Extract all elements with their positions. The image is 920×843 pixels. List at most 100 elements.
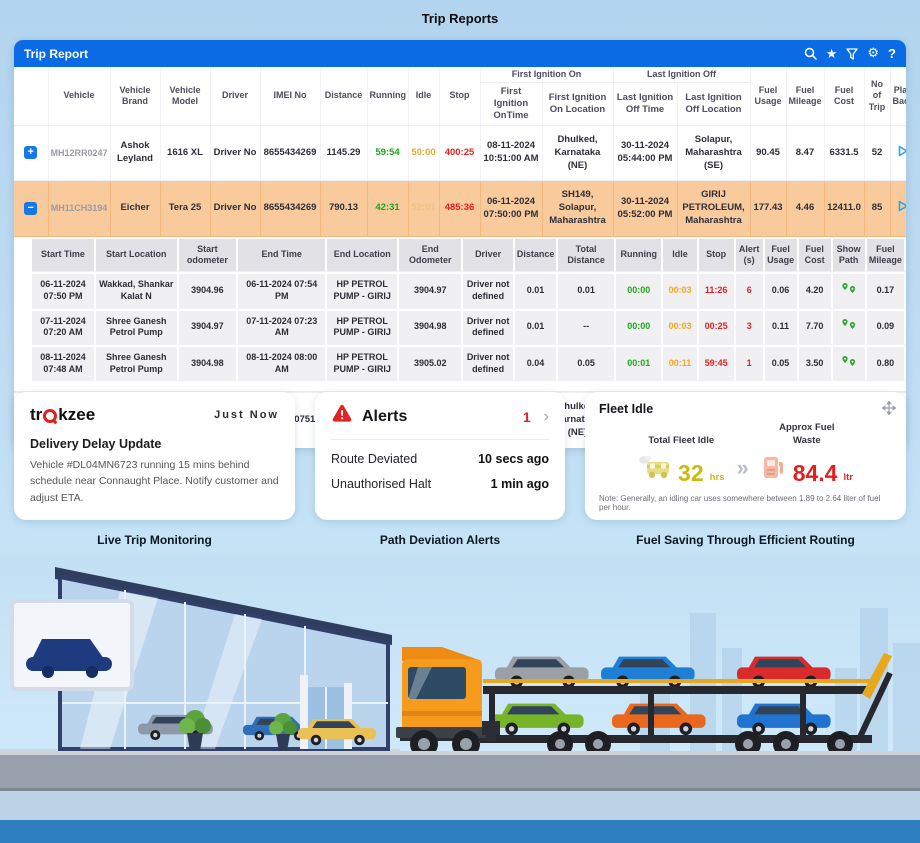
vehicle-plate: MH12RR0247 xyxy=(48,125,111,182)
cell-driver: Driver No xyxy=(210,180,261,237)
notification-body: Vehicle #DL04MN6723 running 15 mins behi… xyxy=(30,459,279,504)
cell-li-time: 30-11-2024 05:52:00 PM xyxy=(613,180,678,237)
show-path-icon[interactable] xyxy=(841,319,857,334)
cell-running: 59:54 xyxy=(367,125,409,182)
cell-idle: 50:00 xyxy=(408,125,440,182)
approx-fuel-waste-label: Approx Fuel Waste xyxy=(779,422,835,446)
col-fuel-cost: Fuel Cost xyxy=(824,67,865,126)
feature-cards: tr kzee Just Now Delivery Delay Update Ve… xyxy=(14,392,906,520)
road-edge xyxy=(0,788,920,791)
trip-row: 07-11-2024 07:20 AM Shree Ganesh Petrol … xyxy=(32,310,906,345)
fleet-idle-title: Fleet Idle xyxy=(599,402,654,416)
potted-plant xyxy=(179,710,211,751)
cell-idle: 52:01 xyxy=(408,180,440,237)
show-path-icon[interactable] xyxy=(841,283,857,298)
expand-row-button[interactable]: + xyxy=(24,146,38,160)
caption-fuel-saving: Fuel Saving Through Efficient Routing xyxy=(636,533,855,547)
footer-bar xyxy=(0,820,920,843)
trip-row: 08-11-2024 07:48 AM Shree Ganesh Petrol … xyxy=(32,347,906,382)
cell-fuel-cost: 6331.5 xyxy=(824,125,865,182)
subcol-end-time: End Time xyxy=(238,238,328,273)
gear-icon[interactable]: ⚙ xyxy=(867,46,880,61)
table-row-expanded: − MH11CH3194 Eicher Tera 25 Driver No 86… xyxy=(14,180,906,237)
table-subheader-row: First Ignition OnTime First Ignition On … xyxy=(14,82,906,126)
panel-title: Trip Report xyxy=(24,46,89,61)
alert-time: 10 secs ago xyxy=(478,452,549,466)
subcol-stop: Stop xyxy=(698,238,736,273)
show-path-icon[interactable] xyxy=(841,355,857,371)
cell-trips: 52 xyxy=(864,125,891,182)
col-idle: Idle xyxy=(408,67,440,126)
cell-stop: 485:36 xyxy=(439,180,481,237)
col-vehicle: Vehicle xyxy=(48,67,111,126)
divider xyxy=(331,439,549,440)
cell-li-time: 30-11-2024 05:44:00 PM xyxy=(613,125,678,182)
approx-fuel-waste-unit: ltr xyxy=(843,471,853,483)
subcol-start-location: Start Location xyxy=(95,238,179,273)
caption-path-deviation-alerts: Path Deviation Alerts xyxy=(379,533,501,547)
cell-running: 42:31 xyxy=(367,180,409,237)
subcol-driver: Driver xyxy=(463,238,515,273)
collapse-row-button[interactable]: − xyxy=(24,201,38,215)
trip-detail-row: Start Time Start Location Start odometer… xyxy=(14,236,906,394)
subcol-fuel-usage: Fuel Usage xyxy=(764,238,799,273)
col-model: Vehicle Model xyxy=(160,67,211,126)
alert-item[interactable]: Route Deviated 10 secs ago xyxy=(331,452,549,466)
cell-distance: 1145.29 xyxy=(320,125,368,182)
panel-header: Trip Report ★ ⚙ ? xyxy=(14,40,906,67)
notification-time: Just Now xyxy=(214,409,279,421)
subcol-fuel-mileage: Fuel Mileage xyxy=(866,238,906,273)
warning-icon xyxy=(331,404,353,429)
page-title: Trip Reports xyxy=(421,11,499,26)
caption-live-trip-monitoring: Live Trip Monitoring xyxy=(97,533,212,547)
trip-row: 06-11-2024 07:50 PM Wakkad, Shankar Kala… xyxy=(32,274,906,309)
subcol-show-path: Show Path xyxy=(832,238,867,273)
cell-fi-loc: SH149, Solapur, Maharashtra xyxy=(542,180,614,237)
alert-item[interactable]: Unauthorised Halt 1 min ago xyxy=(331,477,549,491)
col-stop: Stop xyxy=(439,67,481,126)
cell-fi-time: 08-11-2024 10:51:00 AM xyxy=(480,125,543,182)
col-fuel-usage: Fuel Usage xyxy=(750,67,787,126)
feature-captions: Live Trip Monitoring Path Deviation Aler… xyxy=(14,533,906,547)
trip-detail-subtable-wrap: Start Time Start Location Start odometer… xyxy=(14,236,906,393)
trip-report-table: Vehicle Vehicle Brand Vehicle Model Driv… xyxy=(14,67,906,448)
fleet-illustration xyxy=(0,553,920,843)
approx-fuel-waste-value: 84.4 xyxy=(792,459,838,486)
trakzee-logo: tr kzee xyxy=(30,405,96,424)
cell-imei: 8655434269 xyxy=(260,180,321,237)
trailer-wheels xyxy=(547,731,853,757)
alert-label: Route Deviated xyxy=(331,452,418,466)
alert-label: Unauthorised Halt xyxy=(331,477,432,491)
col-group-first-ignition-on: First Ignition On xyxy=(480,67,614,84)
cell-li-loc: Solapur, Maharashtra (SE) xyxy=(677,125,751,182)
chevron-right-icon[interactable]: › xyxy=(543,407,549,425)
alert-time: 1 min ago xyxy=(490,477,549,491)
table-row: + MH12RR0247 Ashok Leyland 1616 XL Drive… xyxy=(14,125,906,182)
help-icon[interactable]: ? xyxy=(888,46,896,61)
search-icon[interactable] xyxy=(804,47,817,60)
alerts-card[interactable]: Alerts 1 › Route Deviated 10 secs ago Un… xyxy=(315,392,565,520)
col-imei: IMEI No xyxy=(260,67,321,126)
subcol-start-odometer: Start odometer xyxy=(178,238,239,273)
subtable-header-row: Start Time Start Location Start odometer… xyxy=(32,238,906,273)
curb xyxy=(0,751,920,755)
notification-card: tr kzee Just Now Delivery Delay Update Ve… xyxy=(14,392,295,520)
col-brand: Vehicle Brand xyxy=(110,67,161,126)
cell-model: Tera 25 xyxy=(160,180,211,237)
play-back-button[interactable] xyxy=(896,199,906,218)
potted-plant xyxy=(269,713,297,751)
col-driver: Driver xyxy=(210,67,261,126)
subcol-end-location: End Location xyxy=(327,238,400,273)
filter-icon[interactable] xyxy=(846,47,859,60)
col-first-ignition-ontime: First Ignition OnTime xyxy=(480,82,543,126)
road xyxy=(0,755,920,790)
alerts-count-badge: 1 xyxy=(522,408,531,425)
play-back-button[interactable] xyxy=(896,144,906,163)
col-first-ignition-on-location: First Ignition On Location xyxy=(542,82,614,126)
col-play-back: Play Back xyxy=(890,67,906,126)
move-icon[interactable] xyxy=(881,400,897,420)
trip-detail-subtable: Start Time Start Location Start odometer… xyxy=(32,237,906,384)
subcol-distance: Distance xyxy=(514,238,559,273)
total-fleet-idle-label: Total Fleet Idle xyxy=(648,434,715,446)
star-icon[interactable]: ★ xyxy=(825,46,838,61)
